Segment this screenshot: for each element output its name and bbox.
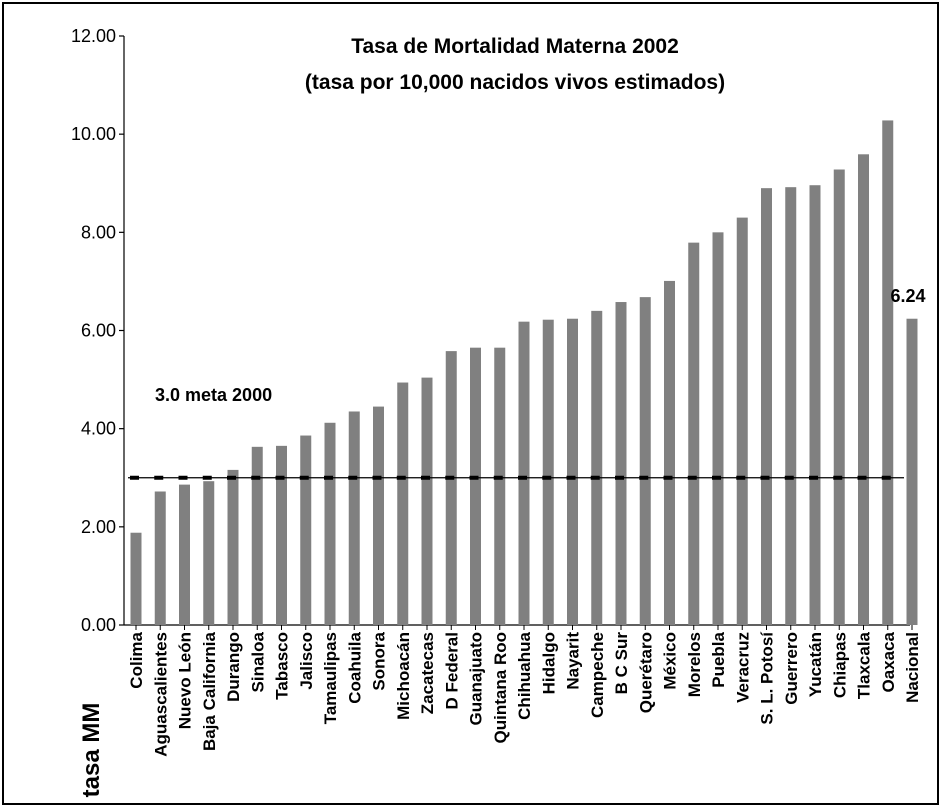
reference-line-label: 3.0 meta 2000 <box>155 385 272 405</box>
category-label: Sinaloa <box>248 631 267 692</box>
bar <box>785 187 797 625</box>
category-label: Coahuila <box>345 631 364 703</box>
category-label: D Federal <box>442 632 461 709</box>
bar <box>397 382 409 625</box>
category-label: Oaxaca <box>879 631 898 692</box>
bar <box>494 347 506 625</box>
category-label: B C Sur <box>612 632 631 695</box>
bars <box>130 120 918 630</box>
category-label: S. L. Potosí <box>758 631 777 725</box>
y-tick-label: 12.00 <box>71 26 116 46</box>
nacional-value-label: 6.24 <box>890 286 925 306</box>
y-tick-label: 2.00 <box>81 517 116 537</box>
bar <box>276 445 287 625</box>
y-tick-label: 8.00 <box>81 222 116 242</box>
chart-subtitle: (tasa por 10,000 nacidos vivos estimados… <box>305 71 725 94</box>
bar <box>251 446 263 625</box>
bar <box>227 469 239 625</box>
bar <box>348 411 360 625</box>
bar <box>639 297 651 625</box>
bar <box>712 232 724 626</box>
bar <box>858 154 869 625</box>
y-axis: 0.00 2.00 4.00 6.00 8.00 10.00 12.00 <box>71 26 910 635</box>
category-label: Guanajuato <box>467 632 486 726</box>
bar <box>203 481 215 625</box>
bar <box>761 188 772 626</box>
category-label: Campeche <box>588 632 607 718</box>
bar <box>882 120 894 625</box>
y-tick-label: 10.00 <box>71 124 116 144</box>
bar <box>542 319 554 625</box>
category-label: Baja California <box>200 631 219 751</box>
y-tick-label: 4.00 <box>81 419 116 439</box>
category-label: México <box>661 632 680 690</box>
category-label: Nuevo León <box>176 632 195 729</box>
y-tick-label: 0.00 <box>81 615 116 635</box>
bar <box>906 318 918 625</box>
category-label: Tamaulipas <box>321 632 340 724</box>
bar <box>154 491 166 625</box>
category-label: Chihuahua <box>515 631 534 719</box>
category-label: Chiapas <box>830 632 849 698</box>
bar <box>421 377 433 625</box>
bar <box>179 484 190 625</box>
bar <box>567 318 578 625</box>
category-label: Colima <box>127 631 146 688</box>
category-label: Puebla <box>709 631 728 687</box>
bar <box>373 406 384 625</box>
bar <box>470 347 481 625</box>
category-label: Jalisco <box>297 632 316 690</box>
category-label: Sonora <box>370 631 389 690</box>
category-label: Aguascalientes <box>151 632 170 757</box>
bar <box>324 422 336 625</box>
category-label: Veracruz <box>733 632 752 703</box>
bar <box>300 435 312 625</box>
category-label: Tlaxcala <box>855 631 874 699</box>
category-label: Durango <box>224 632 243 702</box>
category-label: Zacatecas <box>418 632 437 714</box>
bar <box>445 351 457 625</box>
category-label: Michoacán <box>394 632 413 720</box>
category-label: Morelos <box>685 632 704 697</box>
bar <box>809 185 821 626</box>
category-label: Guerrero <box>782 632 801 705</box>
bar <box>664 280 675 625</box>
bar <box>833 169 845 626</box>
bar <box>591 310 603 625</box>
category-label: Quintana Roo <box>491 632 510 743</box>
category-labels: Colima Aguascalientes Nuevo León Baja Calif… <box>127 631 922 757</box>
category-label: Nayarit <box>564 632 583 690</box>
category-label: Nacional <box>903 632 922 703</box>
category-label: Yucatán <box>806 632 825 697</box>
bar <box>615 302 627 625</box>
category-label: Tabasco <box>273 632 292 700</box>
bar <box>518 321 530 625</box>
category-label: Hidalgo <box>539 632 558 694</box>
y-axis-label: tasa MM <box>78 703 105 798</box>
chart-title: Tasa de Mortalidad Materna 2002 <box>351 35 679 58</box>
bar <box>736 217 748 625</box>
bar <box>130 532 142 625</box>
category-label: Querétaro <box>636 632 655 713</box>
bar <box>688 242 700 625</box>
y-tick-label: 6.00 <box>81 321 116 341</box>
